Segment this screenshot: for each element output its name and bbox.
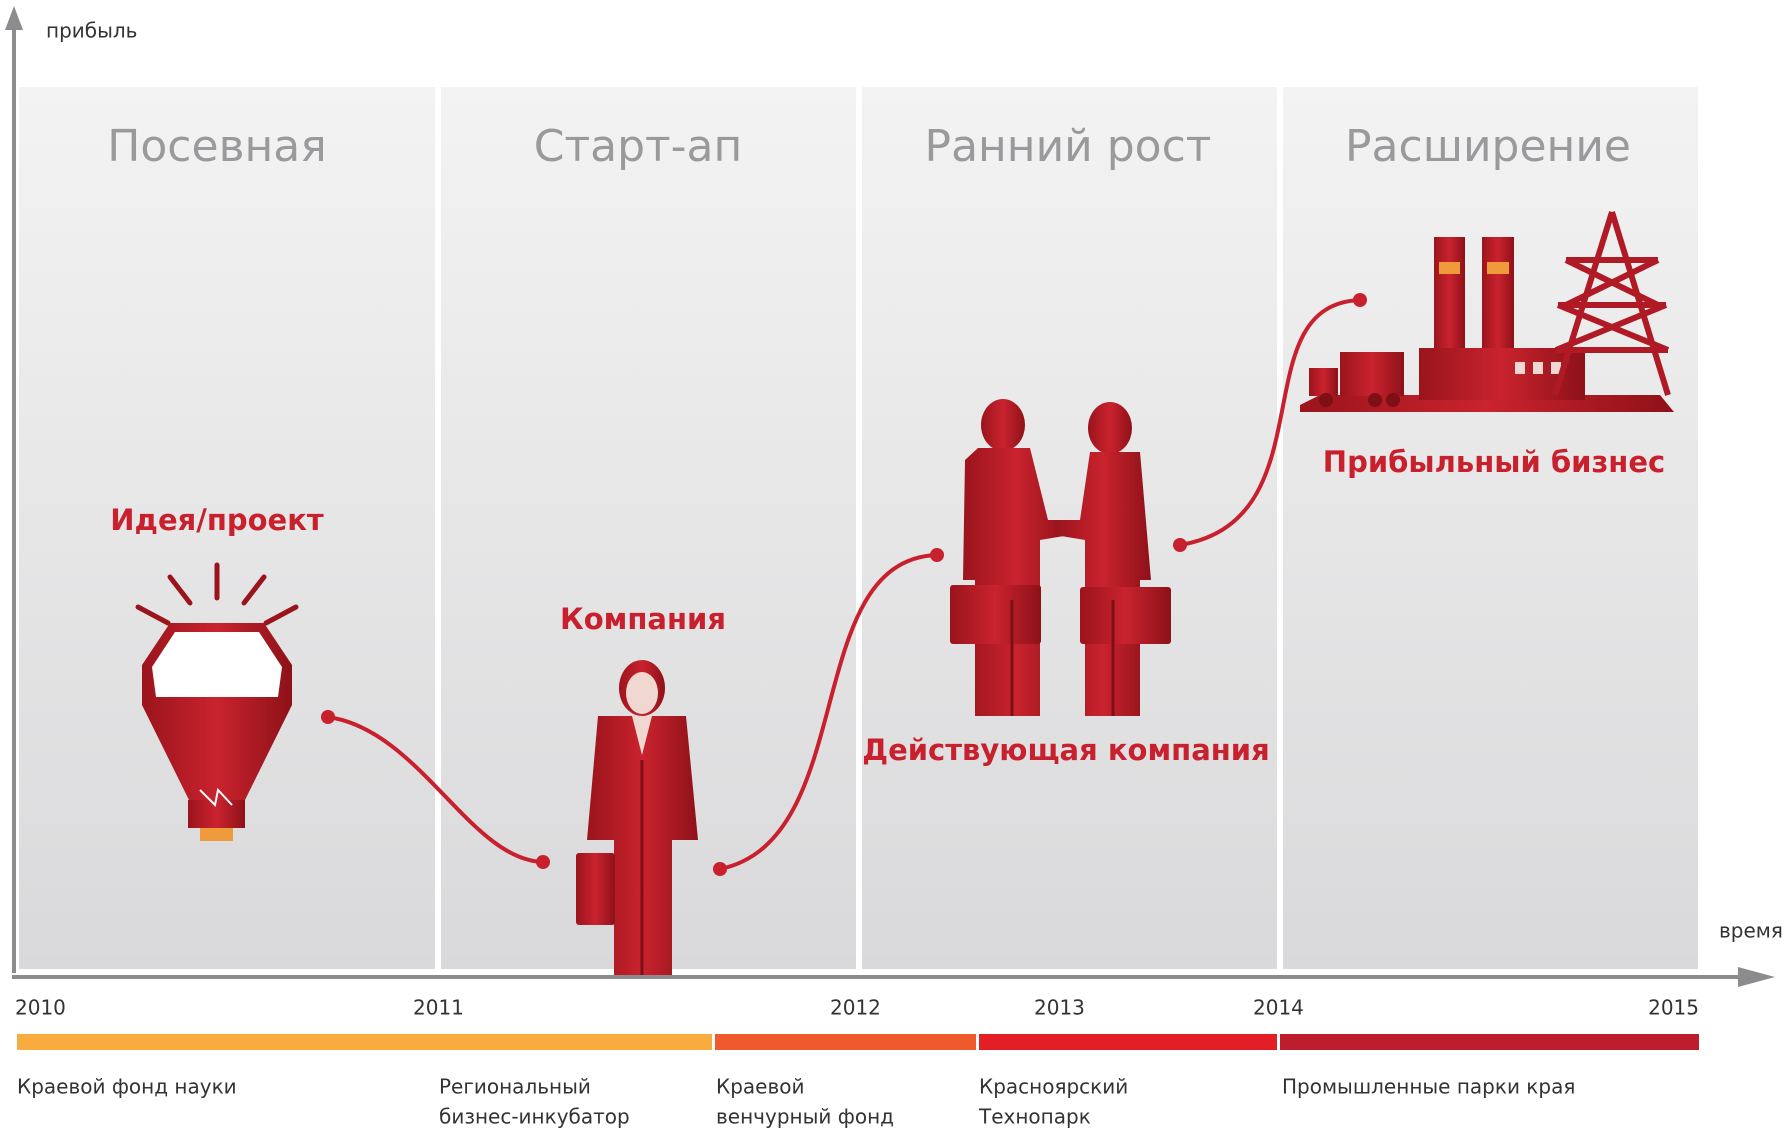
icon-shape <box>1368 393 1382 407</box>
year-label: 2012 <box>830 996 881 1020</box>
icon-shape <box>188 800 245 828</box>
fund-bar <box>1280 1034 1699 1050</box>
y-arrow <box>5 6 23 30</box>
icon-shape <box>1515 362 1525 374</box>
year-label: 2011 <box>413 996 464 1020</box>
year-label: 2010 <box>15 996 66 1020</box>
dot <box>713 862 727 876</box>
stage-title: Ранний рост <box>925 121 1212 172</box>
icon-shape <box>1309 368 1338 396</box>
icon-shape <box>1080 587 1171 644</box>
fund-label: Промышленные парки края <box>1282 1075 1575 1099</box>
fund-label: Региональный <box>439 1075 591 1099</box>
icon-shape <box>1386 393 1400 407</box>
year-label: 2013 <box>1034 996 1085 1020</box>
icon-shape <box>1487 262 1509 274</box>
fund-label: Технопарк <box>978 1105 1091 1129</box>
icon-shape <box>1340 352 1404 396</box>
y-axis-label: прибыль <box>46 19 137 43</box>
year-label: 2014 <box>1253 996 1304 1020</box>
fund-label: венчурный фонд <box>716 1105 894 1129</box>
milestone-label: Действующая компания <box>862 733 1270 767</box>
icon-shape <box>1482 237 1514 352</box>
fund-label: бизнес-инкубатор <box>439 1105 630 1129</box>
fund-label: Краевой фонд науки <box>17 1075 237 1099</box>
stage-title: Посевная <box>107 121 326 172</box>
diagram: Посевная Старт-ап Ранний рост Расширение… <box>0 0 1787 1134</box>
milestone-label: Компания <box>560 602 726 636</box>
stage-title: Старт-ап <box>534 121 742 172</box>
dot <box>1173 538 1187 552</box>
fund-bar <box>715 1034 976 1050</box>
x-arrow <box>1738 967 1775 987</box>
fund-label: Красноярский <box>979 1075 1128 1099</box>
dot <box>321 710 335 724</box>
fund-bar <box>979 1034 1277 1050</box>
icon-shape <box>1533 362 1543 374</box>
fund-label: Краевой <box>716 1075 804 1099</box>
dot <box>930 548 944 562</box>
icon-shape <box>152 632 282 697</box>
milestone-label: Прибыльный бизнес <box>1323 445 1665 479</box>
icon-shape <box>950 585 1041 644</box>
icon-shape <box>1319 393 1333 407</box>
fund-bars <box>17 1034 1699 1050</box>
stage-title: Расширение <box>1345 121 1631 172</box>
year-label: 2015 <box>1648 996 1699 1020</box>
icon-shape <box>1434 237 1465 352</box>
icon-shape <box>1088 402 1132 454</box>
x-axis-label: время <box>1719 919 1783 943</box>
fund-bar <box>17 1034 712 1050</box>
panel <box>1283 87 1698 969</box>
icon-shape <box>1439 262 1460 274</box>
icon-shape <box>200 828 233 841</box>
dot <box>536 855 550 869</box>
icon-shape <box>626 672 658 714</box>
milestone-label: Идея/проект <box>110 503 324 537</box>
icon-shape <box>576 853 615 925</box>
dot <box>1353 293 1367 307</box>
icon-shape <box>981 399 1025 451</box>
